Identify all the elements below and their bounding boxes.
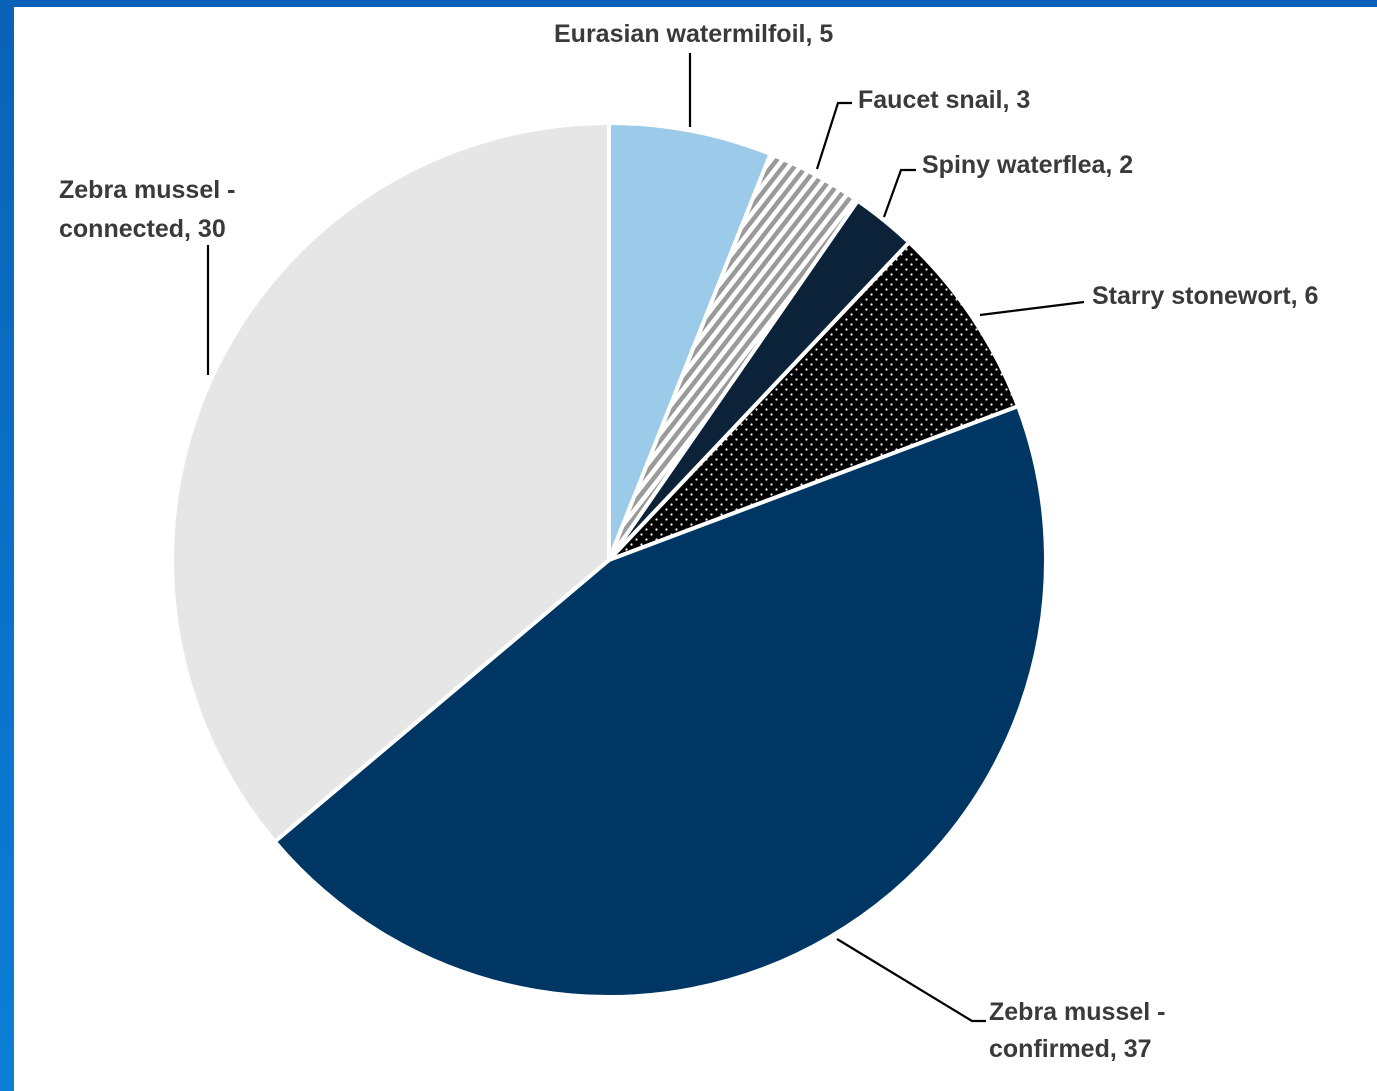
chart-panel: Eurasian watermilfoil, 5 Faucet snail, 3 S… [14,7,1377,1091]
leader-line-starry-stonewort [979,300,1085,317]
data-label-zebra-mussel-connected: Zebra mussel -connected, 30 [59,176,235,243]
data-label-spiny-waterflea: Spiny waterflea, 2 [922,151,1133,179]
data-label-zebra-mussel-confirmed: Zebra mussel -confirmed, 37 [989,998,1165,1063]
pie-slice-zebra-mussel-connected [170,121,611,844]
leader-line-zebra-mussel-confirmed [836,938,986,1023]
data-label-starry-stonewort: Starry stonewort, 6 [1092,282,1318,310]
slice-labels: Eurasian watermilfoil, 5 Faucet snail, 3 S… [59,20,1318,1063]
leader-line-spiny-waterflea [882,168,916,218]
pie-slices [170,121,1048,999]
leader-line-faucet-snail [815,101,852,170]
data-label-eurasian-watermilfoil: Eurasian watermilfoil, 5 [554,20,833,48]
pie-slice-eurasian-watermilfoil [607,121,773,562]
leader-lines [206,53,1085,1023]
pie-chart: Eurasian watermilfoil, 5 Faucet snail, 3 S… [59,20,1318,1063]
data-label-faucet-snail: Faucet snail, 3 [858,86,1030,114]
pie-slice-starry-stonewort [607,240,1021,562]
pie-slice-zebra-mussel-confirmed [272,404,1048,999]
